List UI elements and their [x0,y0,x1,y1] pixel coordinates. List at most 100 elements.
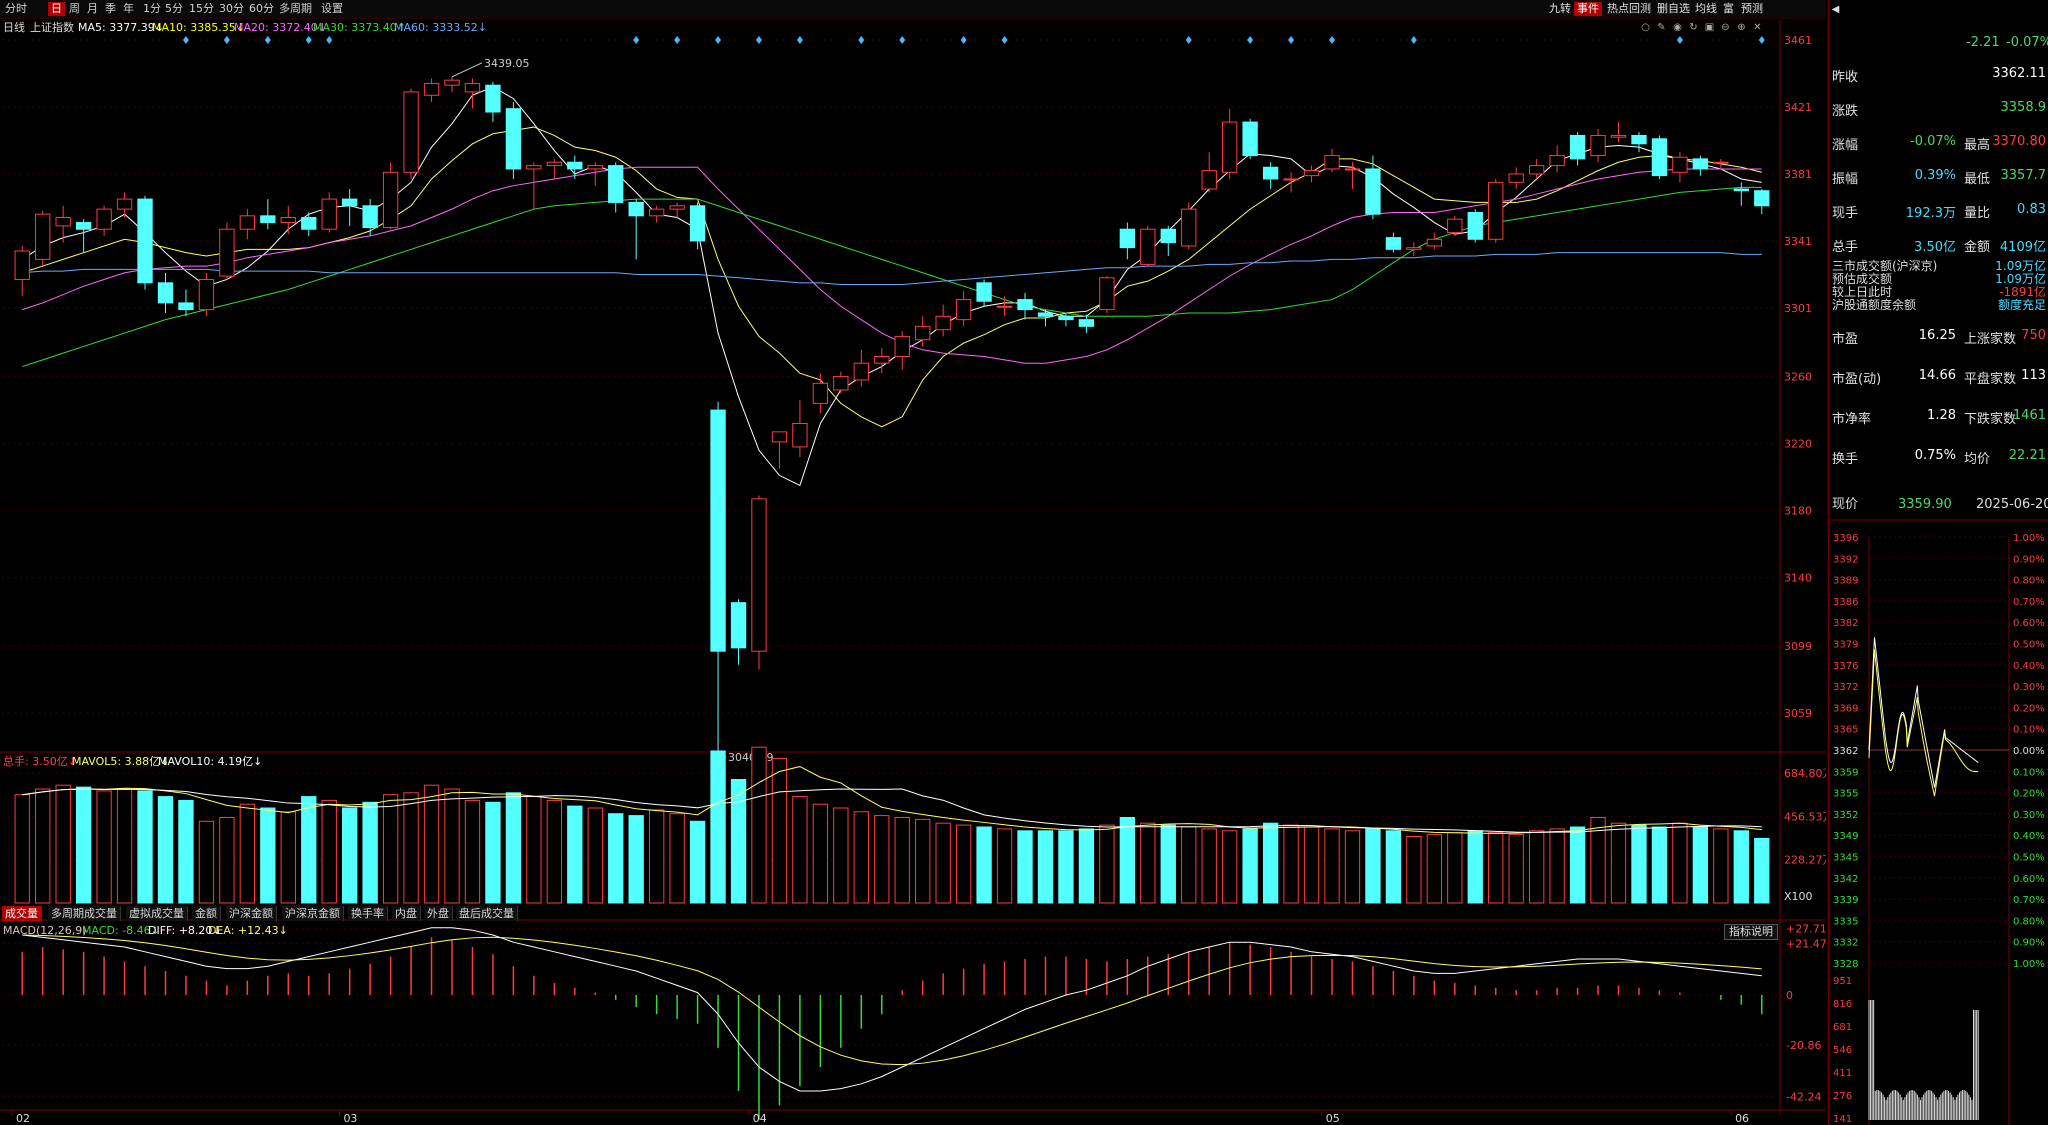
volume-bar [1181,826,1197,904]
tab-hot-backtest[interactable]: 热点回测 [1607,2,1651,15]
tab-sh-sz-bj-amount[interactable]: 沪深京金额 [282,906,344,921]
volume-bar [996,828,1013,904]
ma-line-ma60 [22,252,1762,285]
candle-body [1058,315,1074,321]
event-marker-icon [1410,36,1417,44]
volume-bar [1651,826,1668,904]
lock-icon[interactable]: ▣ [1704,22,1715,33]
volume-bar [14,794,30,904]
volume-bar [301,796,317,904]
intraday-price-tick: 3389 [1833,576,1858,587]
quote-value2: 4109亿 [1999,240,2046,255]
candle-body [1488,181,1504,240]
event-marker-icon [1329,36,1335,44]
stat-key2: 上涨家数 [1964,332,2017,347]
tab-nine-turn[interactable]: 九转 [1549,2,1571,15]
volume-bar [1610,822,1627,904]
kline-chart[interactable]: 3461 3421 3381 3341 3301 3260 3220 3180 3140 3099… [0,0,1826,1125]
market-turnover-value: 1.09万亿 [1995,272,2046,286]
panel-toggle-icon[interactable]: ◀ [1831,4,1840,15]
volume-bar [1058,830,1074,904]
volume-bar [1488,832,1504,904]
tab-multi-period-volume[interactable]: 多周期成交量 [48,906,121,921]
volume-bar [1017,830,1033,904]
intraday-price-tick: 3376 [1833,661,1858,672]
tab-forecast[interactable]: 预测 [1741,2,1763,15]
tab-settings[interactable]: 设置 [321,2,343,15]
candle-body [996,305,1013,308]
tab-daily[interactable]: 日 [48,2,65,16]
volume-bar [1733,830,1749,904]
stat-value: 1.28 [1927,408,1956,423]
candle-body [157,282,174,304]
low-annotation: 3040.69 [728,751,774,764]
tab-weekly[interactable]: 周 [69,2,80,15]
pencil-icon[interactable]: ✎ [1657,22,1666,33]
volume-bar [75,786,92,904]
refresh-icon[interactable]: ↻ [1689,22,1698,33]
tab-1min[interactable]: 1分 [143,2,161,15]
volume-bar [628,815,644,904]
candle-body [178,302,194,311]
volume-bar [894,817,910,904]
intraday-pct-tick: 0.20% [2013,703,2045,714]
tab-15min[interactable]: 15分 [189,2,214,15]
tab-yearly[interactable]: 年 [123,2,134,15]
tab-rich[interactable]: 富 [1723,2,1734,15]
volume-bar [35,788,51,904]
volume-bar [853,811,869,904]
volume-bar [1508,834,1524,904]
volume-bar [1467,830,1483,904]
close-icon[interactable]: ✕ [1753,22,1762,33]
candle-body [833,376,849,391]
volume-bar [812,803,829,904]
candle-body [1160,228,1176,244]
intraday-volume-tick: 411 [1833,1068,1852,1079]
tab-intraday[interactable]: 分时 [5,2,27,15]
volume-bar [55,784,71,904]
market-turnover-row: 三市成交额(沪深京) 1.09万亿 [1832,260,2046,273]
zoom-out-icon[interactable]: ⊖ [1721,22,1730,33]
tab-multi-period[interactable]: 多周期 [279,2,312,15]
tab-turnover-rate[interactable]: 换手率 [348,906,388,921]
circle-icon[interactable]: ○ [1641,22,1650,33]
tab-events[interactable]: 事件 [1574,2,1602,16]
volume-bar [1692,826,1709,904]
quote-row: 现手 192.3万 量比 0.83 [1832,202,2046,221]
tab-monthly[interactable]: 月 [87,2,98,15]
volume-bar [935,822,951,904]
tab-30min[interactable]: 30分 [219,2,244,15]
tab-after-hours-volume[interactable]: 盘后成交量 [456,906,518,921]
candle-body [403,91,419,173]
market-turnover-key: 三市成交额(沪深京) [1832,259,1938,273]
tab-remove-watchlist[interactable]: 删自选 [1657,2,1690,15]
candle-body [1181,208,1197,247]
event-marker-icon [858,36,865,44]
tab-quarterly[interactable]: 季 [105,2,116,15]
candle-body [1365,168,1381,215]
candle-body [1099,277,1115,311]
tab-amount[interactable]: 金额 [192,906,221,921]
indicator-help-button[interactable]: 指标说明 [1724,924,1778,940]
zoom-in-icon[interactable]: ⊕ [1737,22,1746,33]
event-marker-icon [715,36,722,44]
price-tick-label: 3421 [1784,101,1812,114]
tab-inner-volume[interactable]: 内盘 [392,906,421,921]
candle-body [1467,211,1483,240]
intraday-price-tick: 3392 [1833,554,1858,565]
tab-60min[interactable]: 60分 [249,2,274,15]
macd-value-label: MACD: -8.46↓ [82,924,160,937]
tab-sh-sz-amount[interactable]: 沪深金额 [226,906,277,921]
eye-icon[interactable]: ◉ [1673,22,1682,33]
ma60-label: MA60: 3333.52↓ [394,21,487,34]
tab-5min[interactable]: 5分 [165,2,183,15]
tab-volume[interactable]: 成交量 [2,906,42,921]
volume-bar [485,801,501,904]
tab-outer-volume[interactable]: 外盘 [424,906,453,921]
intraday-price-tick: 3379 [1833,640,1858,651]
tab-moving-average[interactable]: 均线 [1695,2,1717,15]
tab-virtual-volume[interactable]: 虚拟成交量 [126,906,188,921]
candle-body [771,431,788,443]
intraday-chart[interactable]: 3396 1.00% 3392 0.90% 3389 0.80% 3386 0.70% 3382… [1829,0,2048,1125]
volume-bar [567,805,583,904]
